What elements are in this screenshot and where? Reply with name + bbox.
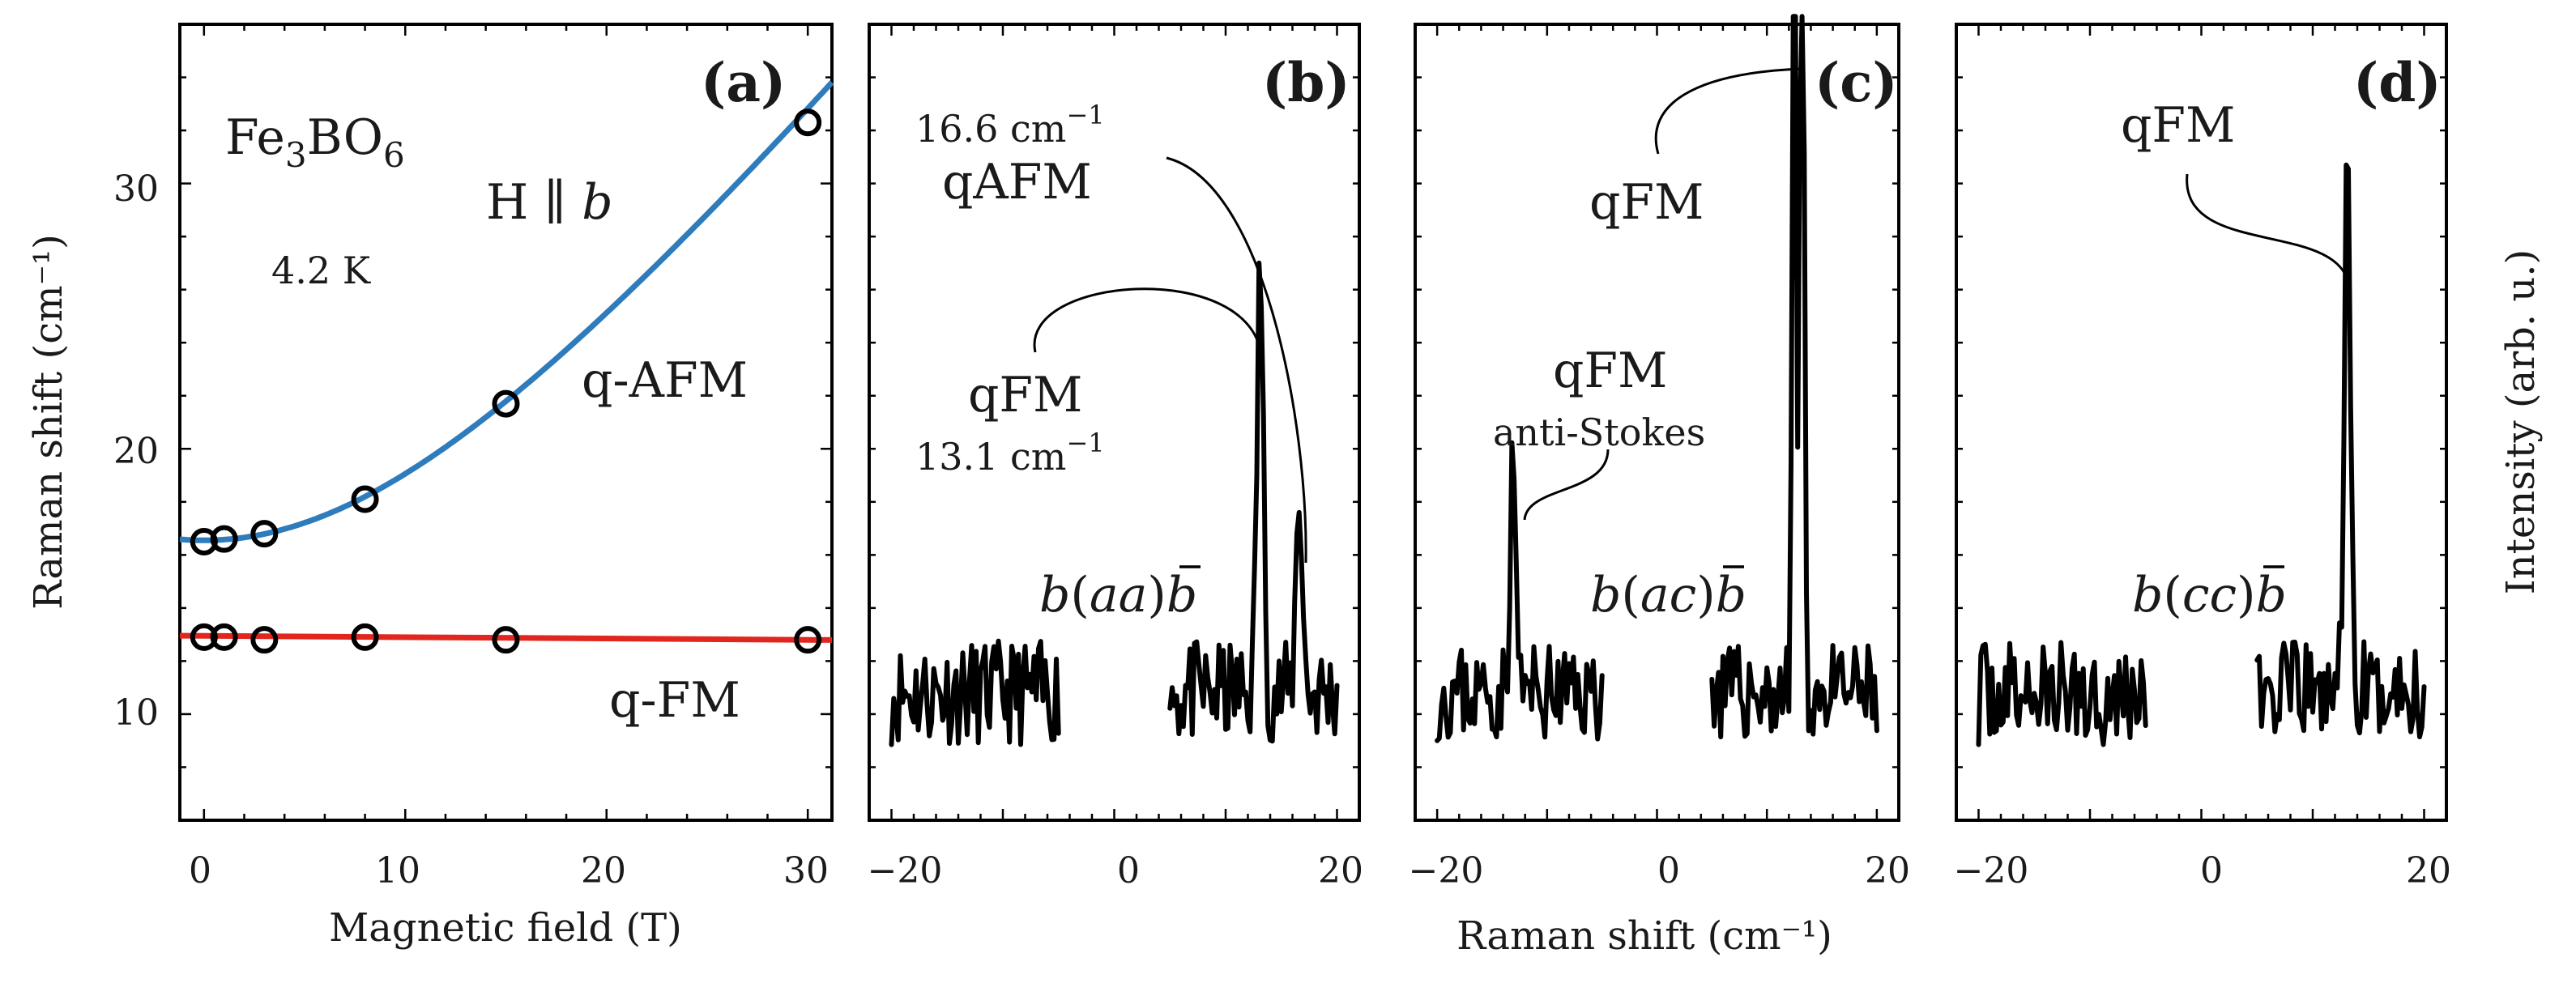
- x-tick-label: 20: [2406, 850, 2451, 892]
- afm-mode-label: q-AFM: [582, 352, 748, 409]
- x-tick-label: 0: [2200, 850, 2223, 892]
- x-tick-label: −20: [1409, 850, 1484, 892]
- x-tick-label: 0: [189, 850, 211, 892]
- fm-mode-label-c: qFM: [1589, 174, 1704, 231]
- spectrum-c: [1435, 14, 1879, 743]
- fm-data-point: [210, 623, 238, 651]
- spectrum-d: [1976, 162, 2427, 747]
- panel-d: −20 0 20 qFM b(cc)b (d): [1954, 23, 2451, 892]
- panel-b: −20 0 20 16.6 cm−1 qAFM qFM 13.1 cm−1 b(…: [868, 23, 1363, 892]
- x-tick-label: 30: [783, 850, 829, 892]
- y-axis-title: Raman shift (cm⁻¹): [26, 234, 71, 610]
- panel-a-label: (a): [701, 51, 786, 114]
- panel-a: 0 10 20 30 10 20 30 Magnetic field (T) R…: [26, 23, 834, 951]
- x-axis-title: Magnetic field (T): [329, 905, 682, 951]
- afm-data-point: [250, 520, 279, 548]
- x-tick-label: −20: [868, 850, 943, 892]
- x-tick-label: 20: [1865, 850, 1910, 892]
- x-tick-label: 0: [1657, 850, 1680, 892]
- fm-data-point: [351, 623, 379, 651]
- shared-x-axis-title: Raman shift (cm⁻¹): [1456, 913, 1832, 959]
- fm-mode-label-b: qFM: [968, 367, 1082, 423]
- fm-data-point: [794, 626, 822, 654]
- afm-data-point: [351, 485, 379, 513]
- afm-data-point: [794, 109, 822, 137]
- panel-b-label: (b): [1262, 51, 1350, 114]
- compound-label: Fe3BO6: [225, 109, 405, 175]
- intensity-axis-title: Intensity (arb. u.): [2498, 249, 2544, 595]
- fm-data-point: [250, 626, 279, 654]
- scattering-geometry-c: b(ac)b: [1590, 567, 1746, 623]
- leader-fm-d: [2186, 173, 2351, 288]
- leader-antistokes-c: [1523, 449, 1610, 521]
- temperature-label: 4.2 K: [271, 249, 372, 292]
- panel-c: −20 0 20 qFM qFM anti-Stokes b(ac)b (c): [1409, 14, 1910, 892]
- x-tick-label: 0: [1117, 850, 1140, 892]
- panel-c-label: (c): [1815, 51, 1898, 114]
- panel-c-ticks: [1415, 24, 1899, 820]
- panel-b-ticks: [869, 24, 1359, 820]
- leader-afm-b: [1166, 156, 1307, 564]
- y-tick-label: 30: [113, 168, 159, 210]
- y-tick-label: 20: [113, 431, 159, 472]
- panel-d-label: (d): [2353, 51, 2442, 114]
- y-tick-label: 10: [113, 692, 159, 734]
- fm-data-point: [190, 623, 218, 651]
- anti-stokes-label: anti-Stokes: [1493, 411, 1705, 454]
- panel-a-ticks: [180, 24, 832, 820]
- fm-series: [190, 623, 822, 654]
- afm-data-point: [210, 525, 238, 553]
- afm-frequency-label: 16.6 cm−1: [915, 100, 1105, 151]
- fm-fit-line: [179, 632, 833, 643]
- panel-d-ticks: [1956, 24, 2446, 820]
- fm-frequency-label: 13.1 cm−1: [915, 428, 1105, 479]
- leader-fm-c: [1654, 67, 1803, 155]
- spectrum-b: [889, 260, 1340, 747]
- x-tick-label: 20: [1318, 850, 1363, 892]
- panel-a-frame: [178, 23, 834, 822]
- x-tick-label: −20: [1954, 850, 2029, 892]
- field-direction-label: H ∥ b: [486, 174, 613, 231]
- scattering-geometry-d: b(cc)b: [2132, 567, 2287, 623]
- x-tick-label: 10: [375, 850, 420, 892]
- afm-fit-curve: [179, 80, 834, 543]
- afm-series: [190, 109, 822, 555]
- fm-antistokes-mode-label: qFM: [1553, 343, 1667, 399]
- leader-fm-b: [1033, 287, 1263, 357]
- x-tick-label: 20: [581, 850, 626, 892]
- afm-mode-label-b: qAFM: [942, 154, 1092, 211]
- fm-mode-label: q-FM: [609, 672, 740, 729]
- fm-data-point: [492, 626, 520, 654]
- fm-mode-label-d: qFM: [2121, 97, 2235, 154]
- scattering-geometry-b: b(aa)b: [1039, 567, 1197, 623]
- afm-data-point: [492, 389, 520, 418]
